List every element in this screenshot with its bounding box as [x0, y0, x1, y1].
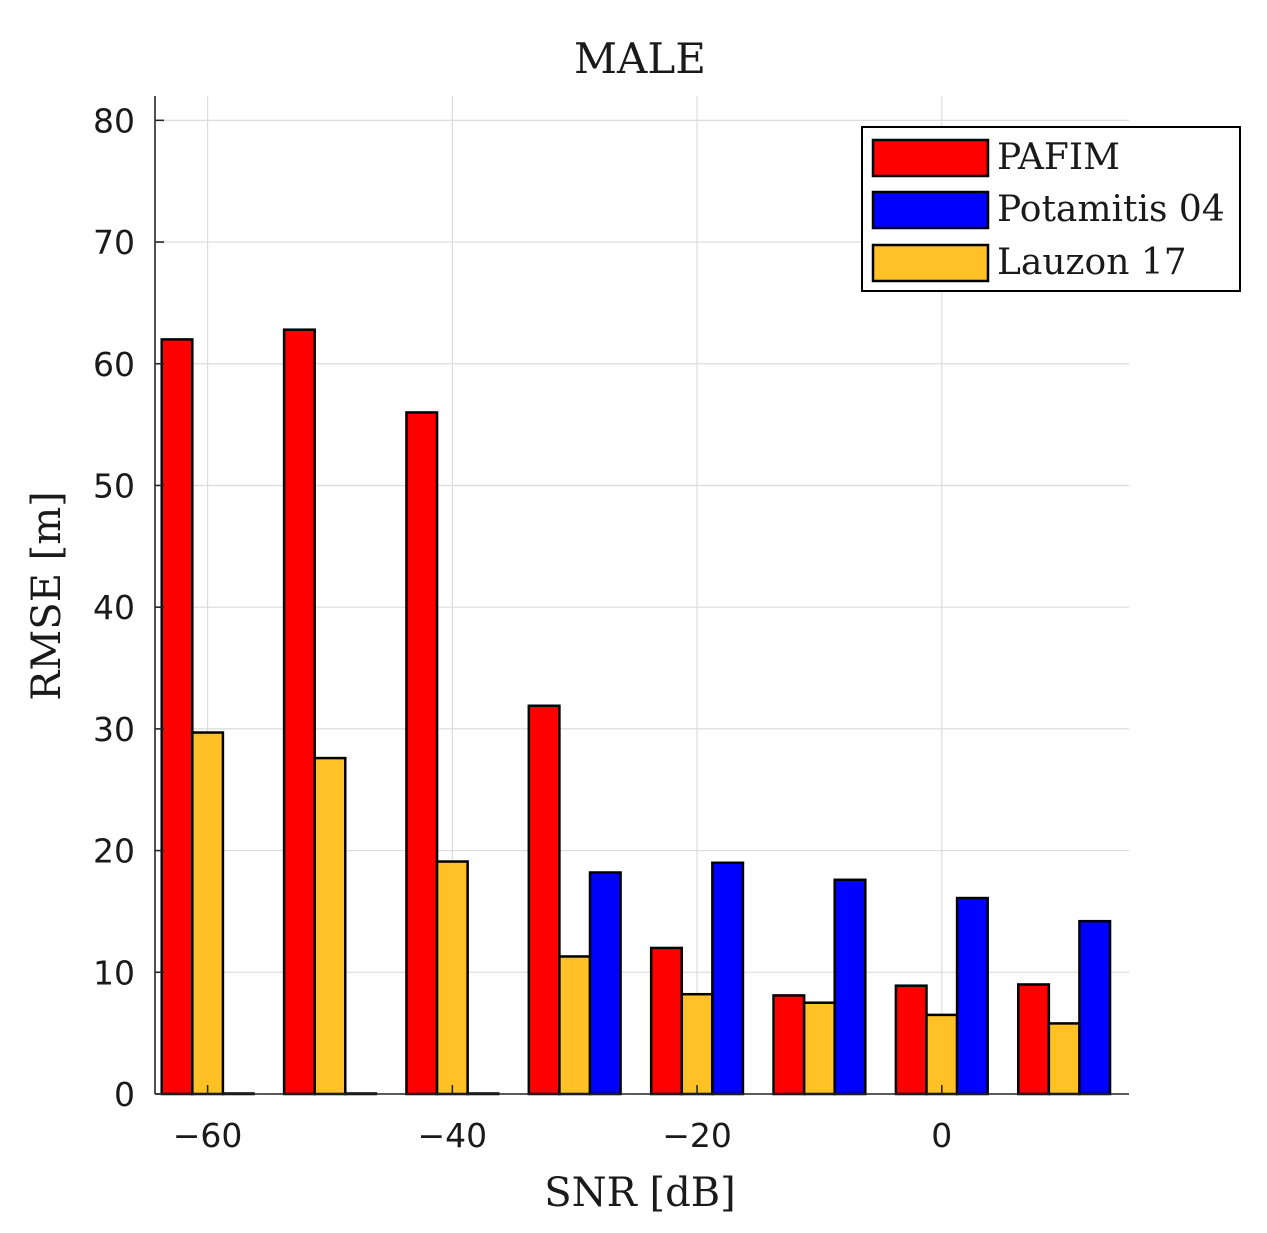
bar-lauzon-17-snr-minus20: [680, 992, 714, 1096]
bar-pafim-snr-minus40: [405, 411, 439, 1096]
x-tick-label: −60: [173, 1116, 243, 1155]
x-axis-label: SNR [dB]: [544, 1170, 735, 1216]
bar-lauzon-17-snr-10: [1047, 1022, 1081, 1096]
bar-pafim-snr-minus20: [649, 946, 684, 1096]
bar-lauzon-17-snr-0: [925, 1013, 959, 1096]
y-tick-label: 60: [93, 345, 135, 384]
bar-lauzon-17-snr-minus30: [558, 955, 592, 1096]
legend-swatch-pafim: [871, 138, 990, 178]
y-tick-label: 50: [93, 466, 135, 505]
y-tick-label: 10: [93, 953, 135, 992]
legend-entry-pafim: PAFIM: [871, 137, 1120, 178]
bar-potamitis-04-snr-0: [955, 896, 989, 1096]
bar-lauzon-17-snr-minus60: [191, 731, 225, 1096]
y-tick-label: 70: [93, 223, 135, 262]
legend-swatch-lauzon-17: [871, 243, 990, 283]
legend-swatch-potamitis-04: [871, 190, 990, 230]
tick-labels: 0 10 20 30 40 50 60 70 80 −60 −40 −20 0: [93, 101, 952, 1155]
chart-title: MALE: [574, 34, 706, 83]
y-tick-label: 30: [93, 710, 135, 749]
bar-potamitis-04-snr-10: [1078, 919, 1112, 1096]
y-tick-label: 20: [93, 832, 135, 871]
x-tick-label: 0: [931, 1116, 952, 1155]
bar-pafim-snr-0: [894, 984, 928, 1096]
x-tick-label: −20: [662, 1116, 732, 1155]
bar-pafim-snr-minus60: [160, 338, 194, 1096]
y-tick-label: 40: [93, 588, 135, 627]
bar-potamitis-04-snr-minus30: [588, 871, 622, 1096]
bar-lauzon-17-snr-minus10: [802, 1001, 836, 1096]
legend-entry-lauzon-17: Lauzon 17: [871, 242, 1187, 283]
legend: PAFIM Potamitis 04 Lauzon 17: [861, 126, 1241, 292]
bar-pafim-snr-minus50: [282, 328, 316, 1096]
legend-label-potamitis-04: Potamitis 04: [997, 189, 1225, 230]
bar-potamitis-04-snr-minus10: [833, 878, 867, 1096]
legend-label-lauzon-17: Lauzon 17: [997, 242, 1187, 283]
legend-label-pafim: PAFIM: [997, 137, 1120, 178]
y-tick-label: 80: [93, 101, 135, 140]
axes: [154, 96, 1129, 1095]
bar-potamitis-04-snr-minus20: [711, 861, 745, 1096]
bar-lauzon-17-snr-minus40: [435, 860, 469, 1096]
bar-pafim-snr-minus10: [772, 994, 806, 1096]
bar-pafim-snr-minus30: [527, 704, 561, 1096]
bar-lauzon-17-snr-minus50: [313, 756, 347, 1096]
x-tick-label: −40: [418, 1116, 488, 1155]
bars: [160, 328, 1112, 1096]
bar-pafim-snr-10: [1017, 983, 1051, 1096]
legend-entry-potamitis-04: Potamitis 04: [871, 189, 1225, 230]
y-tick-label: 0: [114, 1075, 135, 1114]
y-axis-label: RMSE [m]: [24, 491, 70, 701]
